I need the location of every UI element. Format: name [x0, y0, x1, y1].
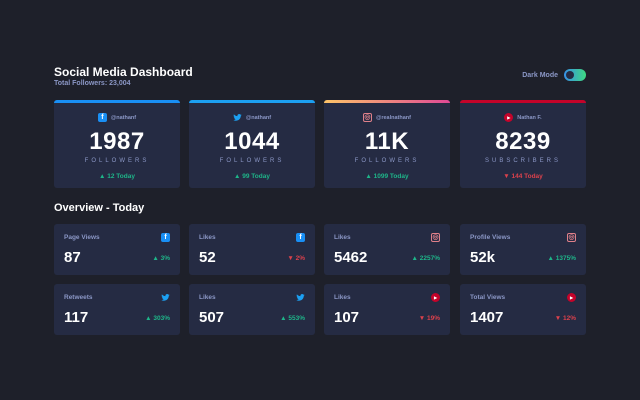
card-accent-bar: [460, 100, 586, 103]
overview-card[interactable]: Profile Views ◎ 52k ▲ 1375%: [460, 224, 586, 275]
follower-count: 11K: [364, 128, 410, 155]
metric-value: 117: [64, 309, 89, 326]
metric-label: Likes: [334, 234, 351, 241]
dark-mode-toggle[interactable]: [564, 69, 586, 81]
follower-card-instagram[interactable]: ◎ @realnathanf 11K FOLLOWERS ▲ 1099 Today: [324, 100, 450, 188]
metric-label: Likes: [334, 294, 351, 301]
metric-value: 507: [199, 309, 225, 326]
metric-label: Page Views: [64, 234, 100, 241]
card-accent-bar: [189, 100, 315, 103]
today-change: ▲ 1099 Today: [365, 173, 409, 180]
overview-title: Overview - Today: [54, 202, 145, 214]
follower-label: SUBSCRIBERS: [484, 158, 561, 164]
metric-change: ▲ 303%: [145, 315, 170, 322]
twitter-icon: [161, 293, 170, 302]
metric-change: ▲ 3%: [152, 255, 170, 262]
card-accent-bar: [324, 100, 450, 103]
card-handle: @nathanf: [189, 113, 315, 122]
metric-label: Profile Views: [470, 234, 511, 241]
metric-label: Likes: [199, 294, 216, 301]
metric-change: ▲ 1375%: [547, 255, 576, 262]
metric-value: 1407: [470, 309, 504, 326]
metric-value: 107: [334, 309, 360, 326]
metric-value: 87: [64, 249, 81, 266]
youtube-icon: ▶: [567, 293, 576, 302]
toggle-knob: [566, 71, 574, 79]
facebook-icon: f: [296, 233, 305, 242]
metric-value: 52k: [470, 249, 496, 266]
overview-card[interactable]: Total Views ▶ 1407 ▼ 12%: [460, 284, 586, 335]
metric-value: 52: [199, 249, 216, 266]
today-change: ▲ 99 Today: [234, 173, 270, 180]
metric-change: ▼ 19%: [418, 315, 440, 322]
metric-label: Likes: [199, 234, 216, 241]
follower-label: FOLLOWERS: [84, 158, 150, 164]
metric-change: ▼ 12%: [554, 315, 576, 322]
overview-card[interactable]: Likes ◎ 5462 ▲ 2257%: [324, 224, 450, 275]
twitter-icon: [233, 113, 242, 122]
metric-label: Total Views: [470, 294, 506, 301]
card-handle: f @nathanf: [54, 113, 180, 122]
follower-count: 1987: [89, 128, 145, 155]
facebook-icon: f: [161, 233, 170, 242]
overview-card[interactable]: Retweets 117 ▲ 303%: [54, 284, 180, 335]
handle-text: @nathanf: [110, 114, 137, 121]
instagram-icon: ◎: [567, 233, 576, 242]
follower-card-twitter[interactable]: @nathanf 1044 FOLLOWERS ▲ 99 Today: [189, 100, 315, 188]
instagram-icon: ◎: [362, 113, 372, 122]
follower-label: FOLLOWERS: [219, 158, 285, 164]
overview-card[interactable]: Likes 507 ▲ 553%: [189, 284, 315, 335]
today-change: ▼ 144 Today: [503, 173, 543, 180]
follower-card-youtube[interactable]: ▶ Nathan F. 8239 SUBSCRIBERS ▼ 144 Today: [460, 100, 586, 188]
handle-text: @nathanf: [245, 114, 272, 121]
metric-change: ▲ 553%: [280, 315, 305, 322]
instagram-icon: ◎: [431, 233, 440, 242]
metric-change: ▼ 2%: [287, 255, 305, 262]
overview-card[interactable]: Page Views f 87 ▲ 3%: [54, 224, 180, 275]
follower-count: 1044: [224, 128, 280, 155]
dark-mode-control: Dark Mode: [522, 69, 586, 81]
follower-count: 8239: [495, 128, 551, 155]
total-followers: Total Followers: 23,004: [54, 80, 131, 87]
facebook-icon: f: [97, 113, 107, 122]
dark-mode-label: Dark Mode: [522, 71, 558, 79]
overview-card[interactable]: Likes ▶ 107 ▼ 19%: [324, 284, 450, 335]
page-title: Social Media Dashboard: [54, 65, 193, 79]
card-handle: ▶ Nathan F.: [460, 113, 586, 122]
card-handle: ◎ @realnathanf: [324, 113, 450, 122]
handle-text: @realnathanf: [375, 114, 411, 121]
handle-text: Nathan F.: [517, 114, 542, 121]
twitter-icon: [296, 293, 305, 302]
youtube-icon: ▶: [504, 113, 514, 122]
today-change: ▲ 12 Today: [99, 173, 135, 180]
card-accent-bar: [54, 100, 180, 103]
follower-label: FOLLOWERS: [354, 158, 420, 164]
follower-card-facebook[interactable]: f @nathanf 1987 FOLLOWERS ▲ 12 Today: [54, 100, 180, 188]
overview-card[interactable]: Likes f 52 ▼ 2%: [189, 224, 315, 275]
youtube-icon: ▶: [431, 293, 440, 302]
metric-change: ▲ 2257%: [411, 255, 440, 262]
metric-value: 5462: [334, 249, 368, 266]
metric-label: Retweets: [64, 294, 93, 301]
